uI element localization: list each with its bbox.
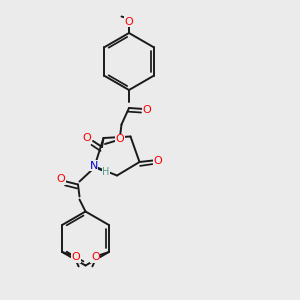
Text: O: O <box>116 134 124 145</box>
Text: H: H <box>102 167 110 177</box>
Text: O: O <box>142 105 152 116</box>
Text: O: O <box>153 155 162 166</box>
Text: O: O <box>124 16 134 27</box>
Text: N: N <box>89 161 98 171</box>
Text: O: O <box>91 252 100 262</box>
Text: O: O <box>71 252 80 262</box>
Text: O: O <box>56 174 65 184</box>
Text: O: O <box>82 133 91 143</box>
